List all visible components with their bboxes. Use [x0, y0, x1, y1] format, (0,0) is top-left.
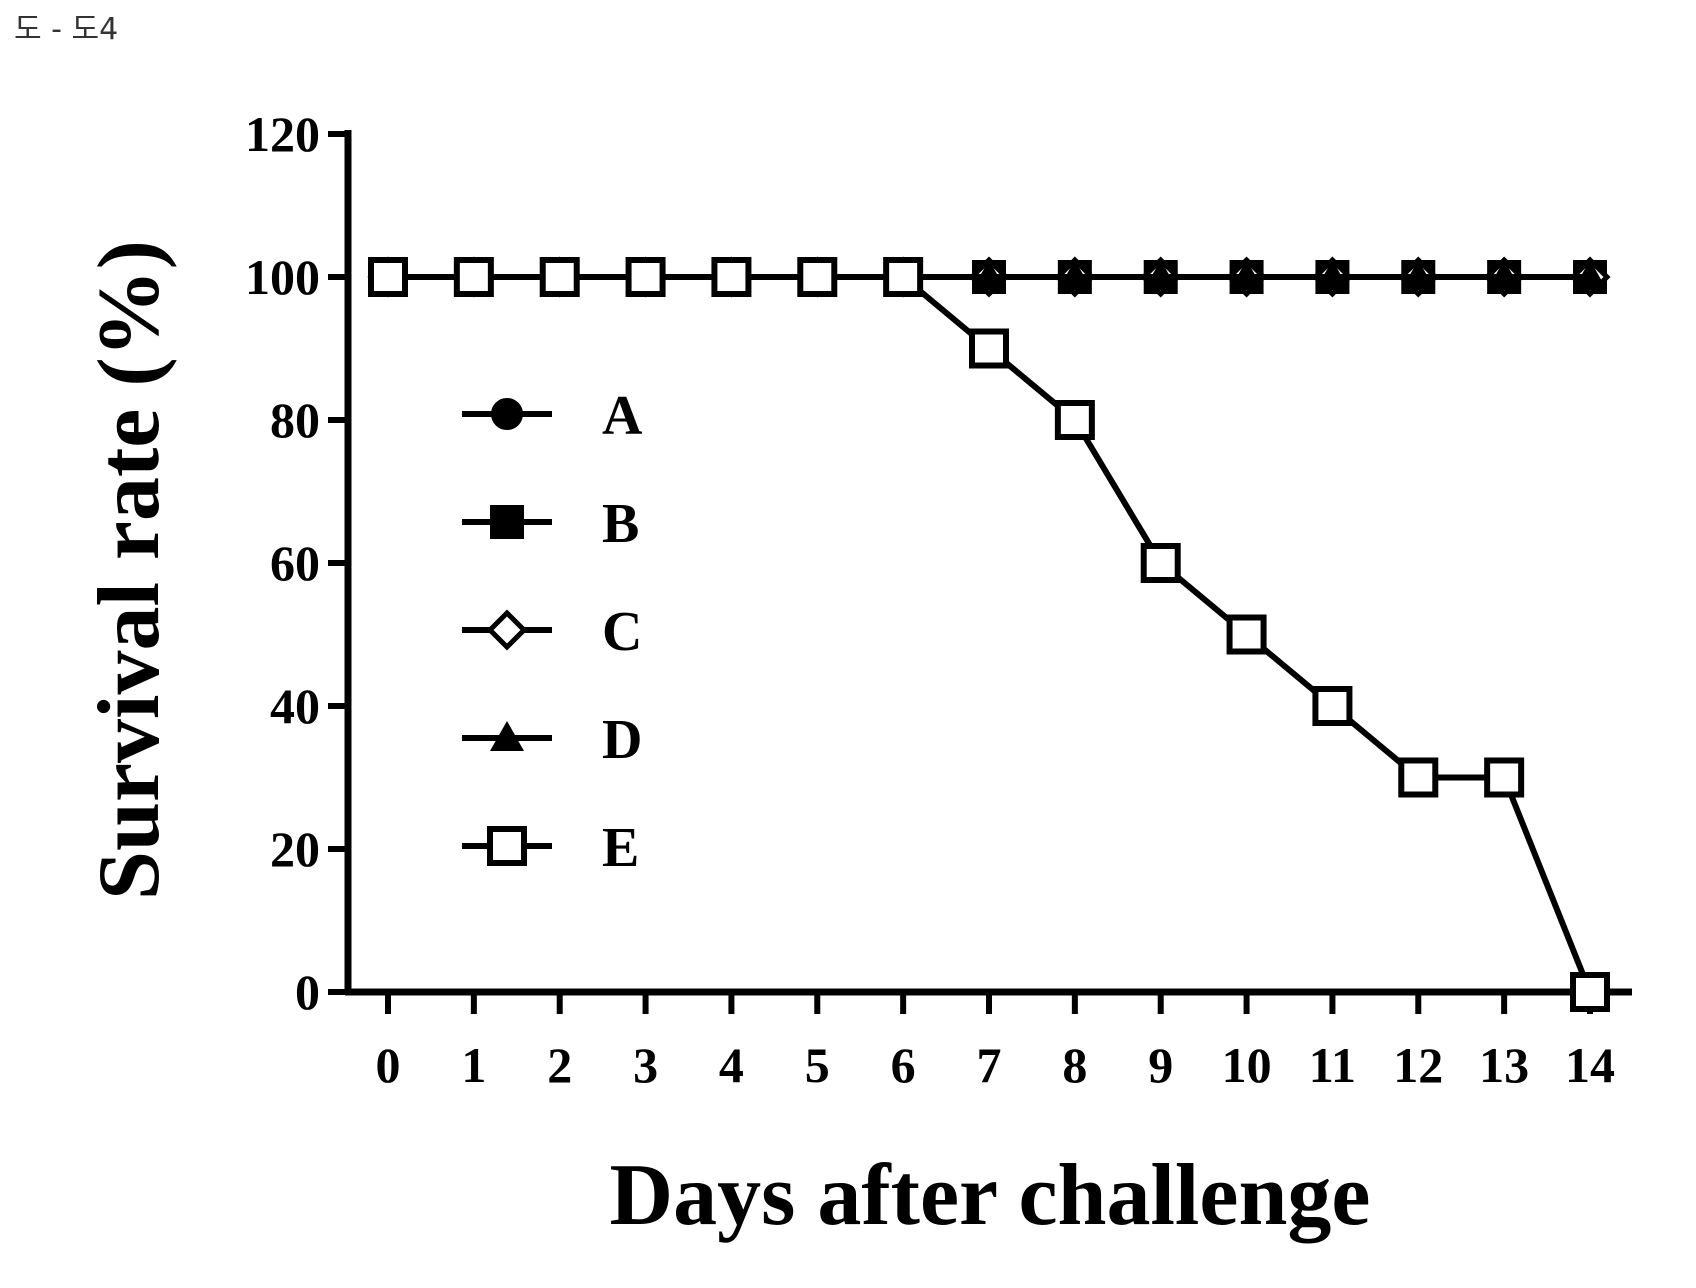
data-point-D	[1315, 260, 1350, 290]
legend-marker-D	[490, 721, 524, 751]
x-ticks: 0 1 2 3 4 5 6 7 8 9 10 11 12 13 14	[376, 992, 1615, 1093]
data-point-E	[1312, 686, 1353, 726]
data-point-D	[1229, 260, 1264, 290]
data-point-D	[972, 260, 1006, 290]
data-point-E	[1226, 614, 1267, 655]
y-tick-label: 40	[270, 678, 320, 734]
legend-label: E	[602, 817, 639, 879]
data-point-E	[883, 257, 924, 297]
data-point-E	[1570, 972, 1610, 1012]
series-E	[368, 257, 1610, 1012]
y-tick-label: 120	[245, 106, 320, 162]
data-point-E	[539, 257, 580, 297]
data-point-D	[1487, 260, 1522, 290]
y-tick-label: 60	[270, 535, 320, 591]
y-tick-label: 20	[270, 821, 320, 877]
data-point-D	[1573, 260, 1607, 290]
x-tick-label: 2	[547, 1037, 572, 1093]
y-tick-label: 100	[245, 249, 320, 305]
x-tick-label: 9	[1148, 1037, 1173, 1093]
legend-marker-B	[490, 505, 524, 539]
x-axis-title: Days after challenge	[610, 1147, 1371, 1244]
legend-marker-A	[491, 398, 523, 430]
x-tick-label: 3	[633, 1037, 658, 1093]
legend-label: B	[602, 493, 639, 555]
legend-item-E: E	[462, 817, 639, 879]
x-tick-label: 0	[376, 1037, 401, 1093]
data-point-E	[1054, 400, 1095, 440]
series-layer	[367, 256, 1611, 1012]
series-line-E	[388, 274, 1593, 994]
data-point-E	[797, 257, 838, 297]
data-point-D	[1401, 260, 1436, 290]
legend-marker-C	[486, 609, 528, 651]
x-tick-label: 6	[891, 1037, 916, 1093]
y-tick-label: 0	[295, 964, 320, 1020]
data-point-D	[1057, 260, 1092, 290]
x-tick-label: 8	[1062, 1037, 1087, 1093]
legend-item-D: D	[462, 709, 642, 771]
x-tick-label: 1	[461, 1037, 486, 1093]
legend-label: A	[602, 385, 643, 447]
x-tick-label: 4	[719, 1037, 744, 1093]
x-tick-label: 14	[1565, 1037, 1615, 1093]
legend-item-A: A	[462, 385, 643, 447]
x-tick-label: 7	[977, 1037, 1002, 1093]
data-point-E	[711, 257, 752, 297]
legend-marker-E	[487, 826, 527, 866]
legend-item-C: C	[462, 601, 642, 663]
y-axis-title: Survival rate (%)	[81, 240, 178, 900]
legend-label: D	[602, 709, 642, 771]
x-tick-label: 11	[1309, 1037, 1356, 1093]
y-tick-label: 80	[270, 392, 320, 448]
data-point-D	[1143, 260, 1178, 290]
data-point-E	[1140, 543, 1181, 583]
y-ticks: 0 20 40 60 80 100 120	[245, 106, 348, 1020]
x-tick-label: 5	[805, 1037, 830, 1093]
legend-item-B: B	[462, 493, 639, 555]
x-tick-label: 12	[1393, 1037, 1443, 1093]
figure-label: 도 - 도4	[14, 12, 119, 47]
data-point-E	[969, 328, 1009, 369]
data-point-E	[453, 257, 494, 297]
x-tick-label: 10	[1222, 1037, 1272, 1093]
data-point-E	[1398, 757, 1439, 798]
data-point-E	[1484, 757, 1525, 798]
data-point-E	[625, 257, 666, 297]
x-tick-label: 13	[1479, 1037, 1529, 1093]
legend-label: C	[602, 601, 642, 663]
data-point-E	[368, 257, 408, 297]
